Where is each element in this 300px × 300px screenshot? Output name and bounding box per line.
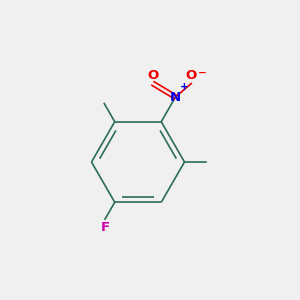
- Text: F: F: [100, 221, 109, 234]
- Text: −: −: [198, 68, 207, 78]
- Text: O: O: [186, 69, 197, 82]
- Text: +: +: [180, 82, 189, 92]
- Text: O: O: [147, 69, 159, 82]
- Text: N: N: [170, 91, 181, 103]
